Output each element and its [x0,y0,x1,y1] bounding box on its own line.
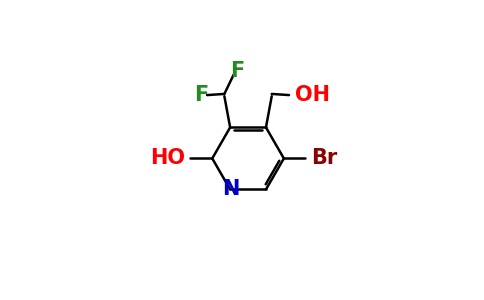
Text: OH: OH [295,85,330,105]
Text: Br: Br [311,148,337,168]
Text: HO: HO [150,148,185,168]
Text: N: N [222,179,239,200]
Text: F: F [230,61,244,81]
Text: F: F [195,85,209,105]
